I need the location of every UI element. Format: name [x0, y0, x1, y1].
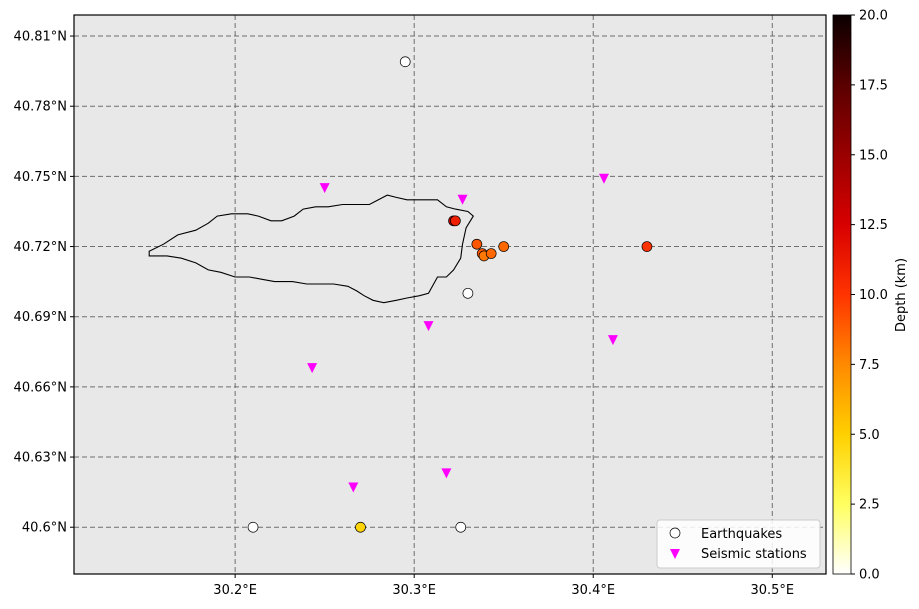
- seismic-station-marker: [348, 482, 359, 493]
- legend-station-label: Seismic stations: [701, 547, 807, 562]
- colorbar-tick-label: 2.5: [859, 498, 880, 513]
- colorbar-gradient: [832, 14, 852, 575]
- seismic-station-marker: [441, 468, 452, 479]
- y-tick-label: 40.63°N: [14, 451, 67, 466]
- earthquake-markers: [247, 56, 653, 533]
- seismic-station-marker: [457, 194, 468, 205]
- graticule: [74, 15, 826, 574]
- y-tick-label: 40.69°N: [14, 310, 67, 325]
- seismic-station-marker: [307, 363, 318, 374]
- colorbar-tick-label: 10.0: [859, 288, 888, 303]
- seismic-station-marker: [319, 183, 330, 194]
- legend-earthquake-label: Earthquakes: [701, 527, 782, 542]
- colorbar-tick-label: 0.0: [859, 568, 880, 583]
- x-axis: 30.2°E 30.3°E 30.4°E 30.5°E: [213, 574, 794, 598]
- colorbar-tick-label: 17.5: [859, 78, 888, 93]
- seismic-station-marker: [423, 321, 434, 332]
- earthquake-marker: [247, 521, 259, 533]
- colorbar-label: Depth (km): [894, 258, 909, 332]
- y-axis: 40.6°N 40.63°N 40.66°N 40.69°N 40.72°N 40.75°…: [14, 30, 74, 536]
- map-background: [74, 15, 826, 574]
- earthquake-marker: [485, 248, 497, 259]
- colorbar-tick-label: 5.0: [859, 428, 880, 443]
- seismic-station-marker: [607, 335, 618, 346]
- x-tick-label: 30.4°E: [571, 583, 615, 598]
- y-tick-label: 40.6°N: [22, 521, 67, 536]
- y-tick-label: 40.66°N: [14, 380, 67, 395]
- lake-outline: [148, 194, 475, 304]
- colorbar-tick-label: 15.0: [859, 148, 888, 163]
- earthquake-marker: [450, 215, 461, 227]
- earthquake-marker: [641, 241, 653, 252]
- legend: Earthquakes Seismic stations: [656, 519, 821, 569]
- legend-box: [656, 519, 821, 569]
- y-tick-label: 40.81°N: [14, 30, 67, 45]
- x-tick-label: 30.3°E: [392, 583, 436, 598]
- colorbar-tick-label: 7.5: [859, 358, 880, 373]
- colorbar: 0.0 2.5 5.0 7.5 10.0 12.5 15.0 17.5 20.0 Depth (…: [832, 9, 909, 583]
- colorbar-tick-label: 12.5: [859, 218, 888, 233]
- earthquake-marker: [455, 521, 467, 533]
- legend-station-marker: [670, 549, 680, 559]
- earthquake-marker: [399, 56, 411, 68]
- station-markers: [307, 173, 618, 493]
- y-tick-label: 40.72°N: [14, 240, 67, 255]
- map-frame: [73, 14, 827, 575]
- x-tick-label: 30.2°E: [213, 583, 257, 598]
- y-tick-label: 40.78°N: [14, 100, 67, 115]
- earthquake-marker: [498, 241, 510, 252]
- earthquake-marker: [471, 238, 483, 250]
- y-tick-label: 40.75°N: [14, 170, 67, 185]
- legend-earthquake-marker: [669, 527, 681, 539]
- colorbar-tick-label: 20.0: [859, 9, 888, 24]
- earthquake-marker: [462, 287, 474, 299]
- x-tick-label: 30.5°E: [750, 583, 794, 598]
- seismic-station-marker: [598, 173, 609, 184]
- earthquake-marker: [355, 521, 366, 533]
- colorbar-ticks: 0.0 2.5 5.0 7.5 10.0 12.5 15.0 17.5 20.0: [851, 9, 888, 583]
